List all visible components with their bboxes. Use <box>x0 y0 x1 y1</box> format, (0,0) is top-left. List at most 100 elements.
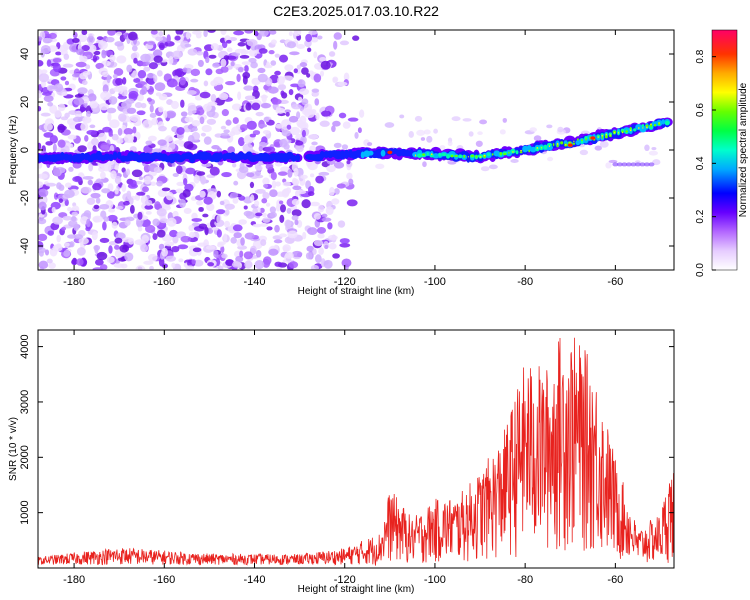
noise-speckle <box>529 127 537 133</box>
noise-speckle <box>306 47 312 53</box>
noise-speckle <box>296 43 306 50</box>
noise-speckle <box>239 124 248 132</box>
noise-speckle <box>280 204 286 213</box>
noise-speckle <box>153 166 163 173</box>
noise-speckle <box>67 207 72 212</box>
noise-speckle <box>212 62 220 68</box>
noise-speckle <box>105 36 115 43</box>
noise-speckle <box>278 233 288 238</box>
noise-speckle <box>158 31 164 37</box>
noise-speckle <box>249 245 257 255</box>
noise-speckle <box>298 88 310 96</box>
noise-speckle <box>254 30 259 37</box>
noise-speckle <box>274 53 280 58</box>
noise-speckle <box>533 135 542 142</box>
track-blob <box>467 155 469 158</box>
noise-speckle <box>86 110 91 118</box>
track-blob <box>508 151 510 154</box>
noise-speckle <box>78 33 88 43</box>
noise-speckle <box>244 30 254 34</box>
y-tick-label: 1000 <box>19 500 31 524</box>
noise-speckle <box>232 197 239 204</box>
noise-speckle <box>123 127 134 135</box>
noise-speckle <box>82 175 94 180</box>
track-blob <box>601 135 604 137</box>
track-blob <box>653 123 657 127</box>
noise-speckle <box>123 134 134 144</box>
noise-speckle <box>80 106 87 112</box>
track-blob <box>552 142 555 147</box>
noise-speckle <box>257 73 268 83</box>
noise-speckle <box>599 140 609 148</box>
noise-speckle <box>113 263 125 268</box>
noise-speckle <box>144 204 154 210</box>
noise-speckle <box>216 229 222 238</box>
noise-speckle <box>54 109 62 118</box>
noise-speckle <box>258 48 268 54</box>
noise-speckle <box>147 135 157 142</box>
noise-speckle <box>209 166 220 176</box>
noise-speckle <box>95 62 104 70</box>
x-tick-label: -80 <box>517 574 533 586</box>
track-blob <box>608 132 613 136</box>
track-blob <box>609 134 611 136</box>
noise-speckle <box>38 90 42 99</box>
noise-speckle <box>86 35 95 44</box>
noise-speckle <box>81 44 90 52</box>
noise-speckle <box>126 107 137 114</box>
noise-speckle <box>280 166 291 173</box>
track-blob <box>601 136 604 139</box>
track-blob <box>625 130 628 133</box>
noise-speckle <box>178 258 184 263</box>
noise-speckle <box>230 236 237 244</box>
heatmap-x-axis-label: Height of straight line (km) <box>298 286 415 297</box>
noise-speckle <box>216 214 221 224</box>
noise-speckle <box>254 259 265 270</box>
noise-speckle <box>207 262 215 267</box>
noise-speckle <box>273 239 283 244</box>
noise-speckle <box>263 116 270 123</box>
noise-speckle <box>88 163 94 172</box>
track-blob <box>572 142 576 145</box>
noise-speckle <box>426 135 433 143</box>
noise-speckle <box>72 176 83 183</box>
noise-speckle <box>285 111 290 117</box>
noise-speckle <box>137 211 143 220</box>
noise-speckle <box>145 60 150 66</box>
noise-speckle <box>108 208 116 213</box>
noise-speckle <box>130 114 141 122</box>
track-blob <box>605 133 608 136</box>
noise-speckle <box>296 145 304 153</box>
x-tick-label: -180 <box>63 276 85 288</box>
noise-speckle <box>320 70 325 77</box>
noise-speckle <box>211 226 219 231</box>
noise-speckle <box>150 181 157 187</box>
track-blob <box>664 120 670 126</box>
track-blob <box>503 152 507 156</box>
noise-speckle <box>111 133 119 141</box>
track-blob <box>556 142 559 145</box>
noise-speckle <box>116 55 127 64</box>
noise-speckle <box>143 66 151 72</box>
noise-speckle <box>221 40 228 49</box>
noise-speckle <box>298 96 303 102</box>
noise-speckle <box>270 39 277 45</box>
colorbar-tick-label: 0.2 <box>695 209 706 223</box>
noise-speckle <box>93 204 100 210</box>
track-blob <box>584 136 588 140</box>
track-blob <box>339 150 346 160</box>
noise-speckle <box>175 188 184 194</box>
colorbar-label: Normalized spectral amplitude <box>738 82 749 217</box>
noise-speckle <box>147 79 156 85</box>
colorbar: 0.0 0.2 0.4 0.6 0.8 Normalized spectral ampl… <box>695 29 749 277</box>
noise-speckle <box>185 31 191 40</box>
noise-speckle <box>116 205 124 210</box>
noise-speckle <box>175 30 184 36</box>
track-blob <box>608 134 612 138</box>
track-blob <box>565 144 567 146</box>
noise-speckle <box>251 102 261 111</box>
noise-speckle <box>142 119 153 129</box>
track-blob <box>597 136 599 138</box>
noise-speckle <box>62 215 73 221</box>
noise-speckle <box>38 218 47 225</box>
